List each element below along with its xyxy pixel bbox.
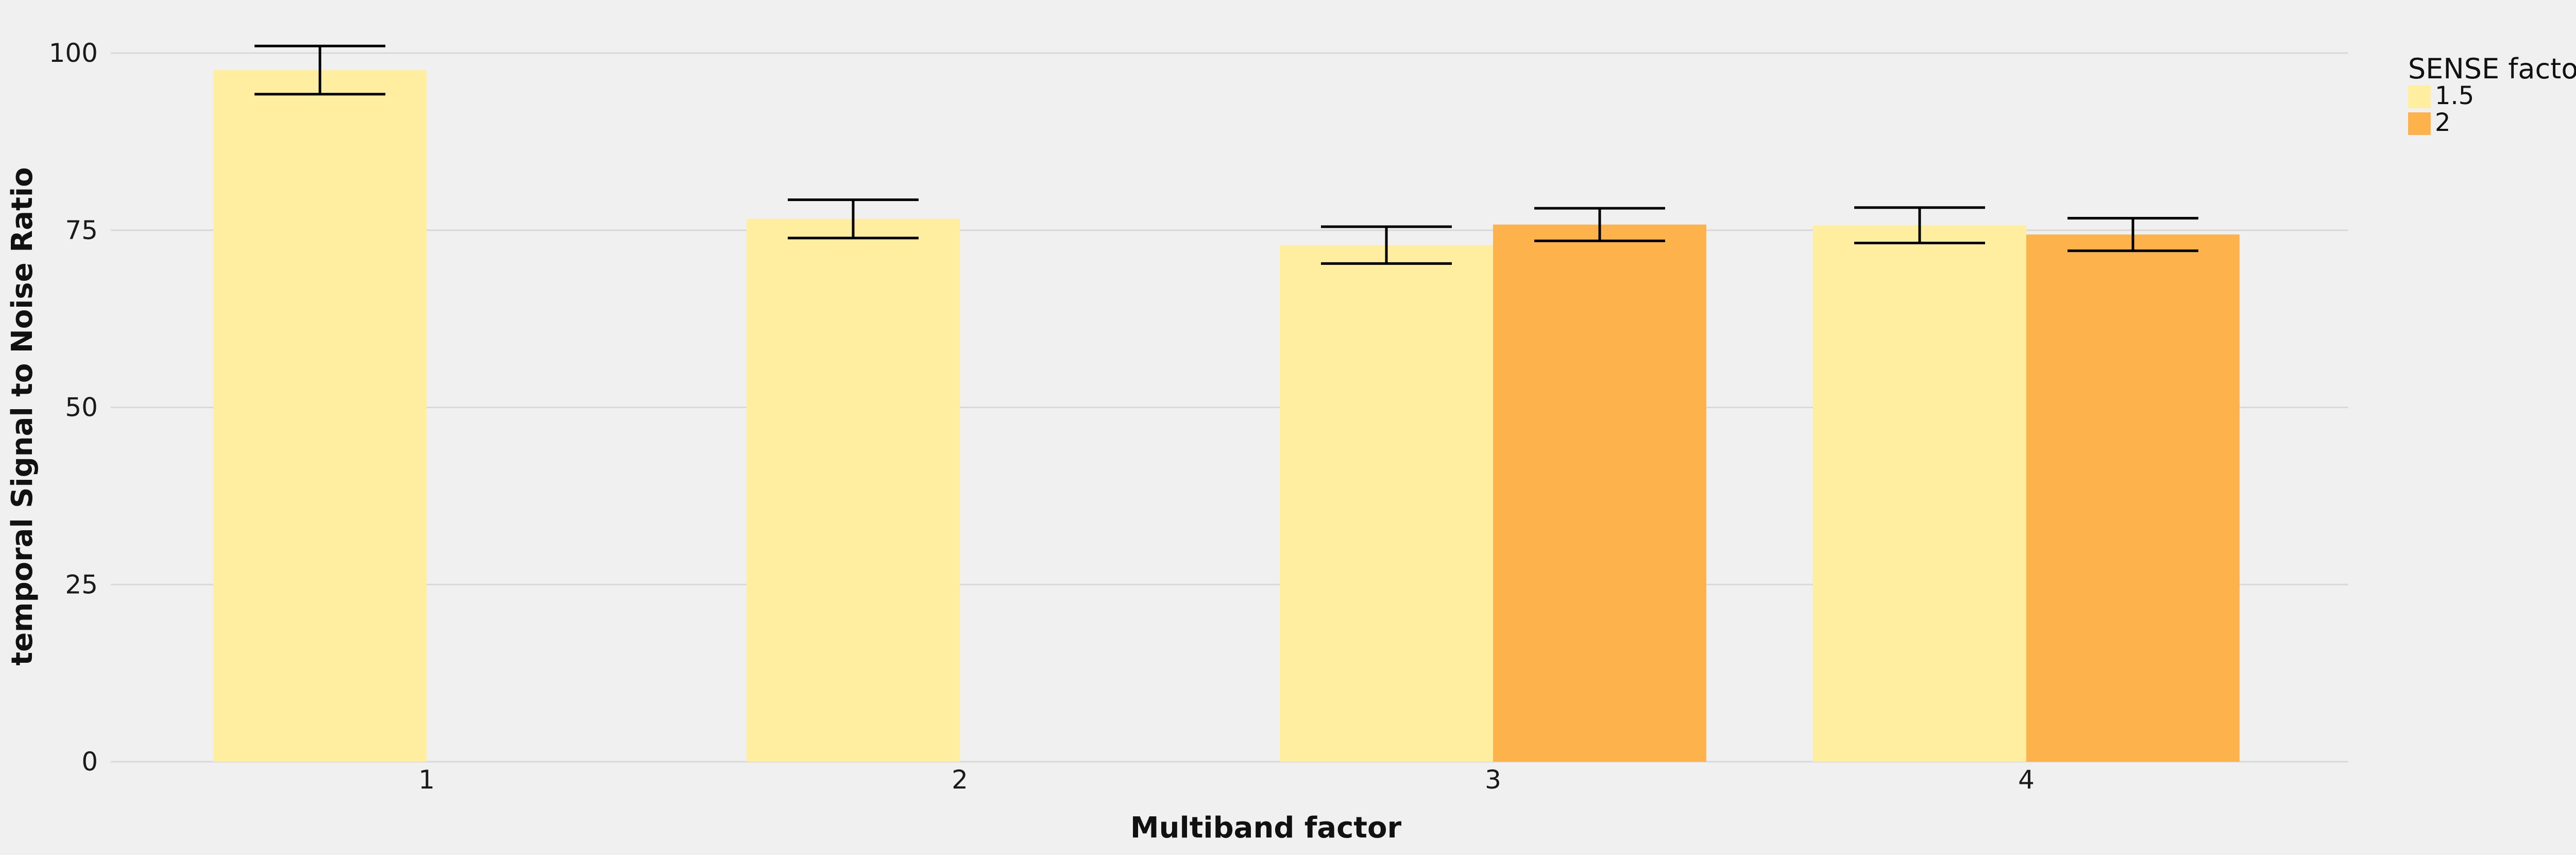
y-tick-label-100: 100 [49, 38, 98, 68]
bar-series-2-cat-3 [1493, 224, 1706, 762]
x-tick-label-2: 2 [952, 765, 968, 795]
x-tick-label-3: 3 [1485, 765, 1501, 795]
bar-series-1-cat-4 [1813, 225, 2026, 762]
x-tick-label-1: 1 [418, 765, 435, 795]
error-bar-series-1-cat-4 [1854, 206, 1985, 244]
legend-title: SENSE factor [2408, 53, 2576, 85]
legend: SENSE factor 1.5 2 [2408, 53, 2576, 137]
error-bar-series-1-cat-3 [1321, 225, 1452, 265]
x-axis-title: Multiband factor [1130, 811, 1402, 845]
error-bar-series-1-cat-2 [788, 198, 919, 240]
error-bar-series-2-cat-3 [1534, 207, 1665, 242]
error-bars [255, 44, 2198, 265]
legend-swatch-series-1 [2408, 86, 2431, 108]
y-tick-label-25: 25 [65, 569, 98, 599]
bar-series-1-cat-2 [747, 219, 960, 762]
bar-series-1-cat-1 [213, 70, 427, 762]
y-axis-title: temporal Signal to Noise Ratio [6, 167, 39, 665]
error-bar-series-1-cat-1 [255, 44, 385, 96]
y-tick-label-50: 50 [65, 393, 98, 423]
legend-label-series-1: 1.5 [2435, 81, 2474, 110]
bar-series-2-cat-4 [2026, 234, 2240, 762]
legend-label-series-2: 2 [2435, 108, 2451, 137]
bars [213, 70, 2240, 762]
y-tick-label-0: 0 [81, 747, 98, 777]
legend-swatch-series-2 [2408, 112, 2431, 135]
y-tick-label-75: 75 [65, 215, 98, 245]
tick-labels: 0 25 50 75 100 1 2 3 4 [49, 38, 2035, 795]
bar-series-1-cat-3 [1280, 245, 1493, 762]
x-tick-label-4: 4 [2018, 765, 2035, 795]
error-bar-series-2-cat-4 [2067, 216, 2198, 253]
